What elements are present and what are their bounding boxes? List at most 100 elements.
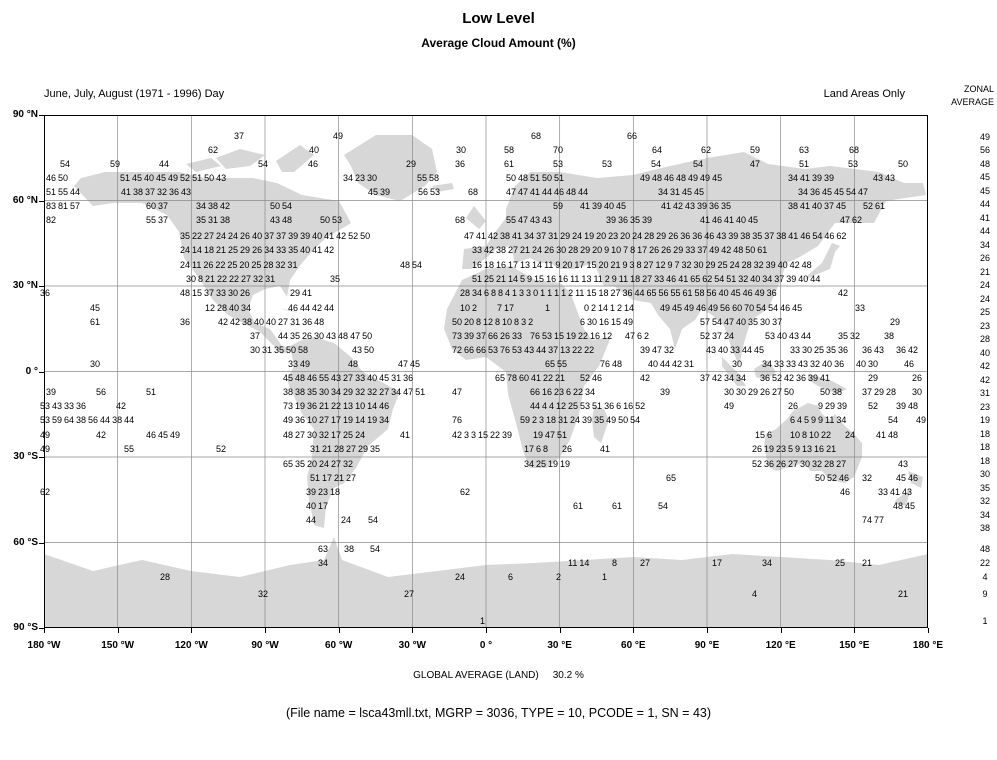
lon-tick-label: 30 °W [398, 640, 426, 651]
continent-north-america [74, 172, 351, 354]
zonal-average-value: 48 [979, 544, 990, 554]
zonal-average-value: 44 [979, 226, 990, 236]
zonal-average-value: 30 [979, 469, 990, 479]
lon-tick-label: 0 ° [479, 640, 493, 651]
zonal-average-value: 41 [979, 213, 990, 223]
zonal-average-value: 28 [979, 334, 990, 344]
period-label: June, July, August (1971 - 1996) Day [44, 88, 225, 100]
lon-tick-mark [633, 628, 635, 633]
zonal-average-header: ZONAL AVERAGE [926, 83, 994, 109]
island-iceland [432, 183, 454, 192]
world-map-svg [44, 115, 928, 628]
zonal-average-value: 45 [979, 186, 990, 196]
lon-tick-mark [44, 628, 45, 633]
lon-tick-label: 30 °E [547, 640, 572, 651]
zonal-average-value: 18 [979, 456, 990, 466]
zonal-average-value: 18 [979, 429, 990, 439]
zonal-header-line1: ZONAL [963, 84, 994, 94]
continent-australia [764, 403, 862, 483]
zonal-header-line2: AVERAGE [951, 97, 994, 107]
world-map-plot [44, 115, 928, 628]
zonal-average-value: 40 [979, 348, 990, 358]
global-average-value: 30.2 % [552, 670, 584, 681]
lon-tick-mark [265, 628, 266, 633]
global-average-line: GLOBAL AVERAGE (LAND) 30.2 % [0, 670, 997, 681]
continent-eurasia [462, 152, 926, 366]
zonal-average-value: 45 [979, 172, 990, 182]
continent-africa [444, 266, 611, 468]
zonal-average-value: 48 [979, 159, 990, 169]
global-average-label: GLOBAL AVERAGE (LAND) [413, 670, 539, 681]
lon-tick-label: 180 °E [912, 640, 944, 651]
zonal-average-value: 23 [979, 321, 990, 331]
lon-tick-mark [928, 628, 929, 633]
lon-tick-label: 60 °E [621, 640, 646, 651]
lon-tick-mark [338, 628, 340, 633]
island-japan [803, 243, 840, 283]
lon-tick-mark [780, 628, 782, 633]
island-new-zealand-south [894, 488, 911, 506]
lon-tick-label: 120 °E [765, 640, 796, 651]
lon-tick-label: 150 °W [101, 640, 135, 651]
lat-tick-label: 60 °S [13, 536, 38, 548]
island-borneo [754, 360, 776, 380]
lon-tick-label: 180 °W [27, 640, 61, 651]
lon-tick-mark [854, 628, 856, 633]
islands-arctic-2 [186, 158, 221, 172]
zonal-average-value: 19 [979, 415, 990, 425]
lon-tick-label: 90 °E [694, 640, 720, 651]
lon-tick-mark [707, 628, 708, 633]
zonal-average-value: 31 [979, 388, 990, 398]
lon-tick-label: 60 °W [324, 640, 353, 651]
plot-border [44, 115, 928, 628]
lat-tick-label: 90 °N [12, 109, 38, 120]
lon-tick-mark [559, 628, 561, 633]
lon-tick-label: 150 °E [839, 640, 870, 651]
zonal-average-value: 4 [982, 572, 988, 582]
lat-tick-label: 30 °S [13, 451, 38, 462]
zonal-average-value: 9 [982, 589, 988, 599]
lon-tick-label: 120 °W [174, 640, 208, 651]
lat-tick-label: 0 ° [25, 365, 38, 377]
lat-tick-label: 90 °S [13, 622, 38, 633]
island-cuba [280, 309, 304, 315]
file-info-line: (File name = lsca43mll.txt, MGRP = 3036,… [285, 706, 712, 720]
zonal-average-value: 21 [979, 267, 990, 277]
lon-tick-mark [191, 628, 193, 633]
zonal-average-value: 42 [979, 375, 990, 385]
zonal-average-value: 25 [979, 307, 990, 317]
page-subtitle: Average Cloud Amount (%) [421, 36, 576, 50]
lon-tick-mark [412, 628, 414, 633]
zonal-average-value: 49 [979, 132, 990, 142]
islands-arctic-3 [276, 145, 314, 172]
island-britain [466, 206, 486, 229]
zonal-average-value: 44 [979, 199, 990, 209]
lon-tick-mark [117, 628, 119, 633]
lat-tick-label: 60 °N [12, 194, 38, 206]
grid-lines [44, 115, 928, 628]
zonal-average-value: 1 [982, 616, 988, 626]
zonal-average-value: 32 [979, 496, 990, 506]
zonal-average-value: 26 [979, 253, 990, 263]
zonal-average-value: 23 [979, 402, 990, 412]
island-new-guinea [808, 374, 847, 394]
zonal-average-value: 34 [979, 240, 990, 250]
continent-south-america [287, 337, 400, 528]
lon-tick-mark [486, 628, 487, 633]
zonal-average-value: 24 [979, 294, 990, 304]
zonal-average-value: 18 [979, 442, 990, 452]
zonal-average-value: 42 [979, 361, 990, 371]
island-greenland [344, 135, 437, 201]
zonal-average-value: 24 [979, 280, 990, 290]
lon-tick-label: 90 °W [251, 640, 279, 651]
coverage-label: Land Areas Only [823, 88, 905, 100]
lat-tick-label: 30 °N [12, 280, 38, 291]
islands-arctic-1 [216, 149, 265, 169]
lat-tick-mark [39, 628, 44, 629]
zonal-average-value: 22 [979, 558, 990, 568]
page-title: Low Level [462, 10, 535, 27]
zonal-average-value: 56 [979, 145, 990, 155]
zonal-average-value: 35 [979, 483, 990, 493]
island-new-zealand-north [908, 471, 923, 488]
